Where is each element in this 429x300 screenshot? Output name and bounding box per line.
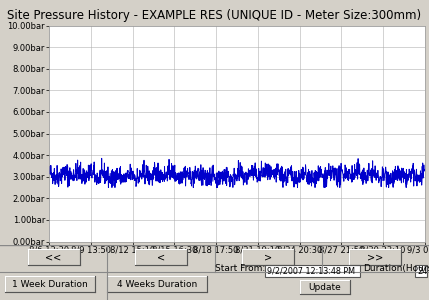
FancyBboxPatch shape [107, 276, 207, 292]
Text: 1 Week Duration: 1 Week Duration [12, 280, 88, 289]
Text: 4 Weeks Duration: 4 Weeks Duration [117, 280, 197, 289]
FancyBboxPatch shape [5, 276, 95, 292]
Text: >>: >> [367, 252, 384, 262]
FancyBboxPatch shape [27, 250, 80, 265]
Text: <<: << [45, 252, 62, 262]
Text: 9/2/2007 12:13:48 PM: 9/2/2007 12:13:48 PM [267, 267, 355, 276]
Text: Duration(Hours):: Duration(Hours): [363, 264, 429, 273]
Text: Site Pressure History - EXAMPLE RES (UNIQUE ID - Meter Size:300mm): Site Pressure History - EXAMPLE RES (UNI… [7, 9, 422, 22]
Text: <: < [157, 252, 165, 262]
FancyBboxPatch shape [242, 250, 294, 265]
FancyBboxPatch shape [349, 250, 402, 265]
Text: 24: 24 [417, 267, 428, 276]
FancyBboxPatch shape [415, 265, 427, 277]
Text: Update: Update [308, 283, 341, 292]
FancyBboxPatch shape [265, 265, 360, 277]
FancyBboxPatch shape [300, 280, 350, 294]
Text: >: > [264, 252, 272, 262]
Text: Start From:: Start From: [215, 264, 265, 273]
FancyBboxPatch shape [135, 250, 187, 265]
